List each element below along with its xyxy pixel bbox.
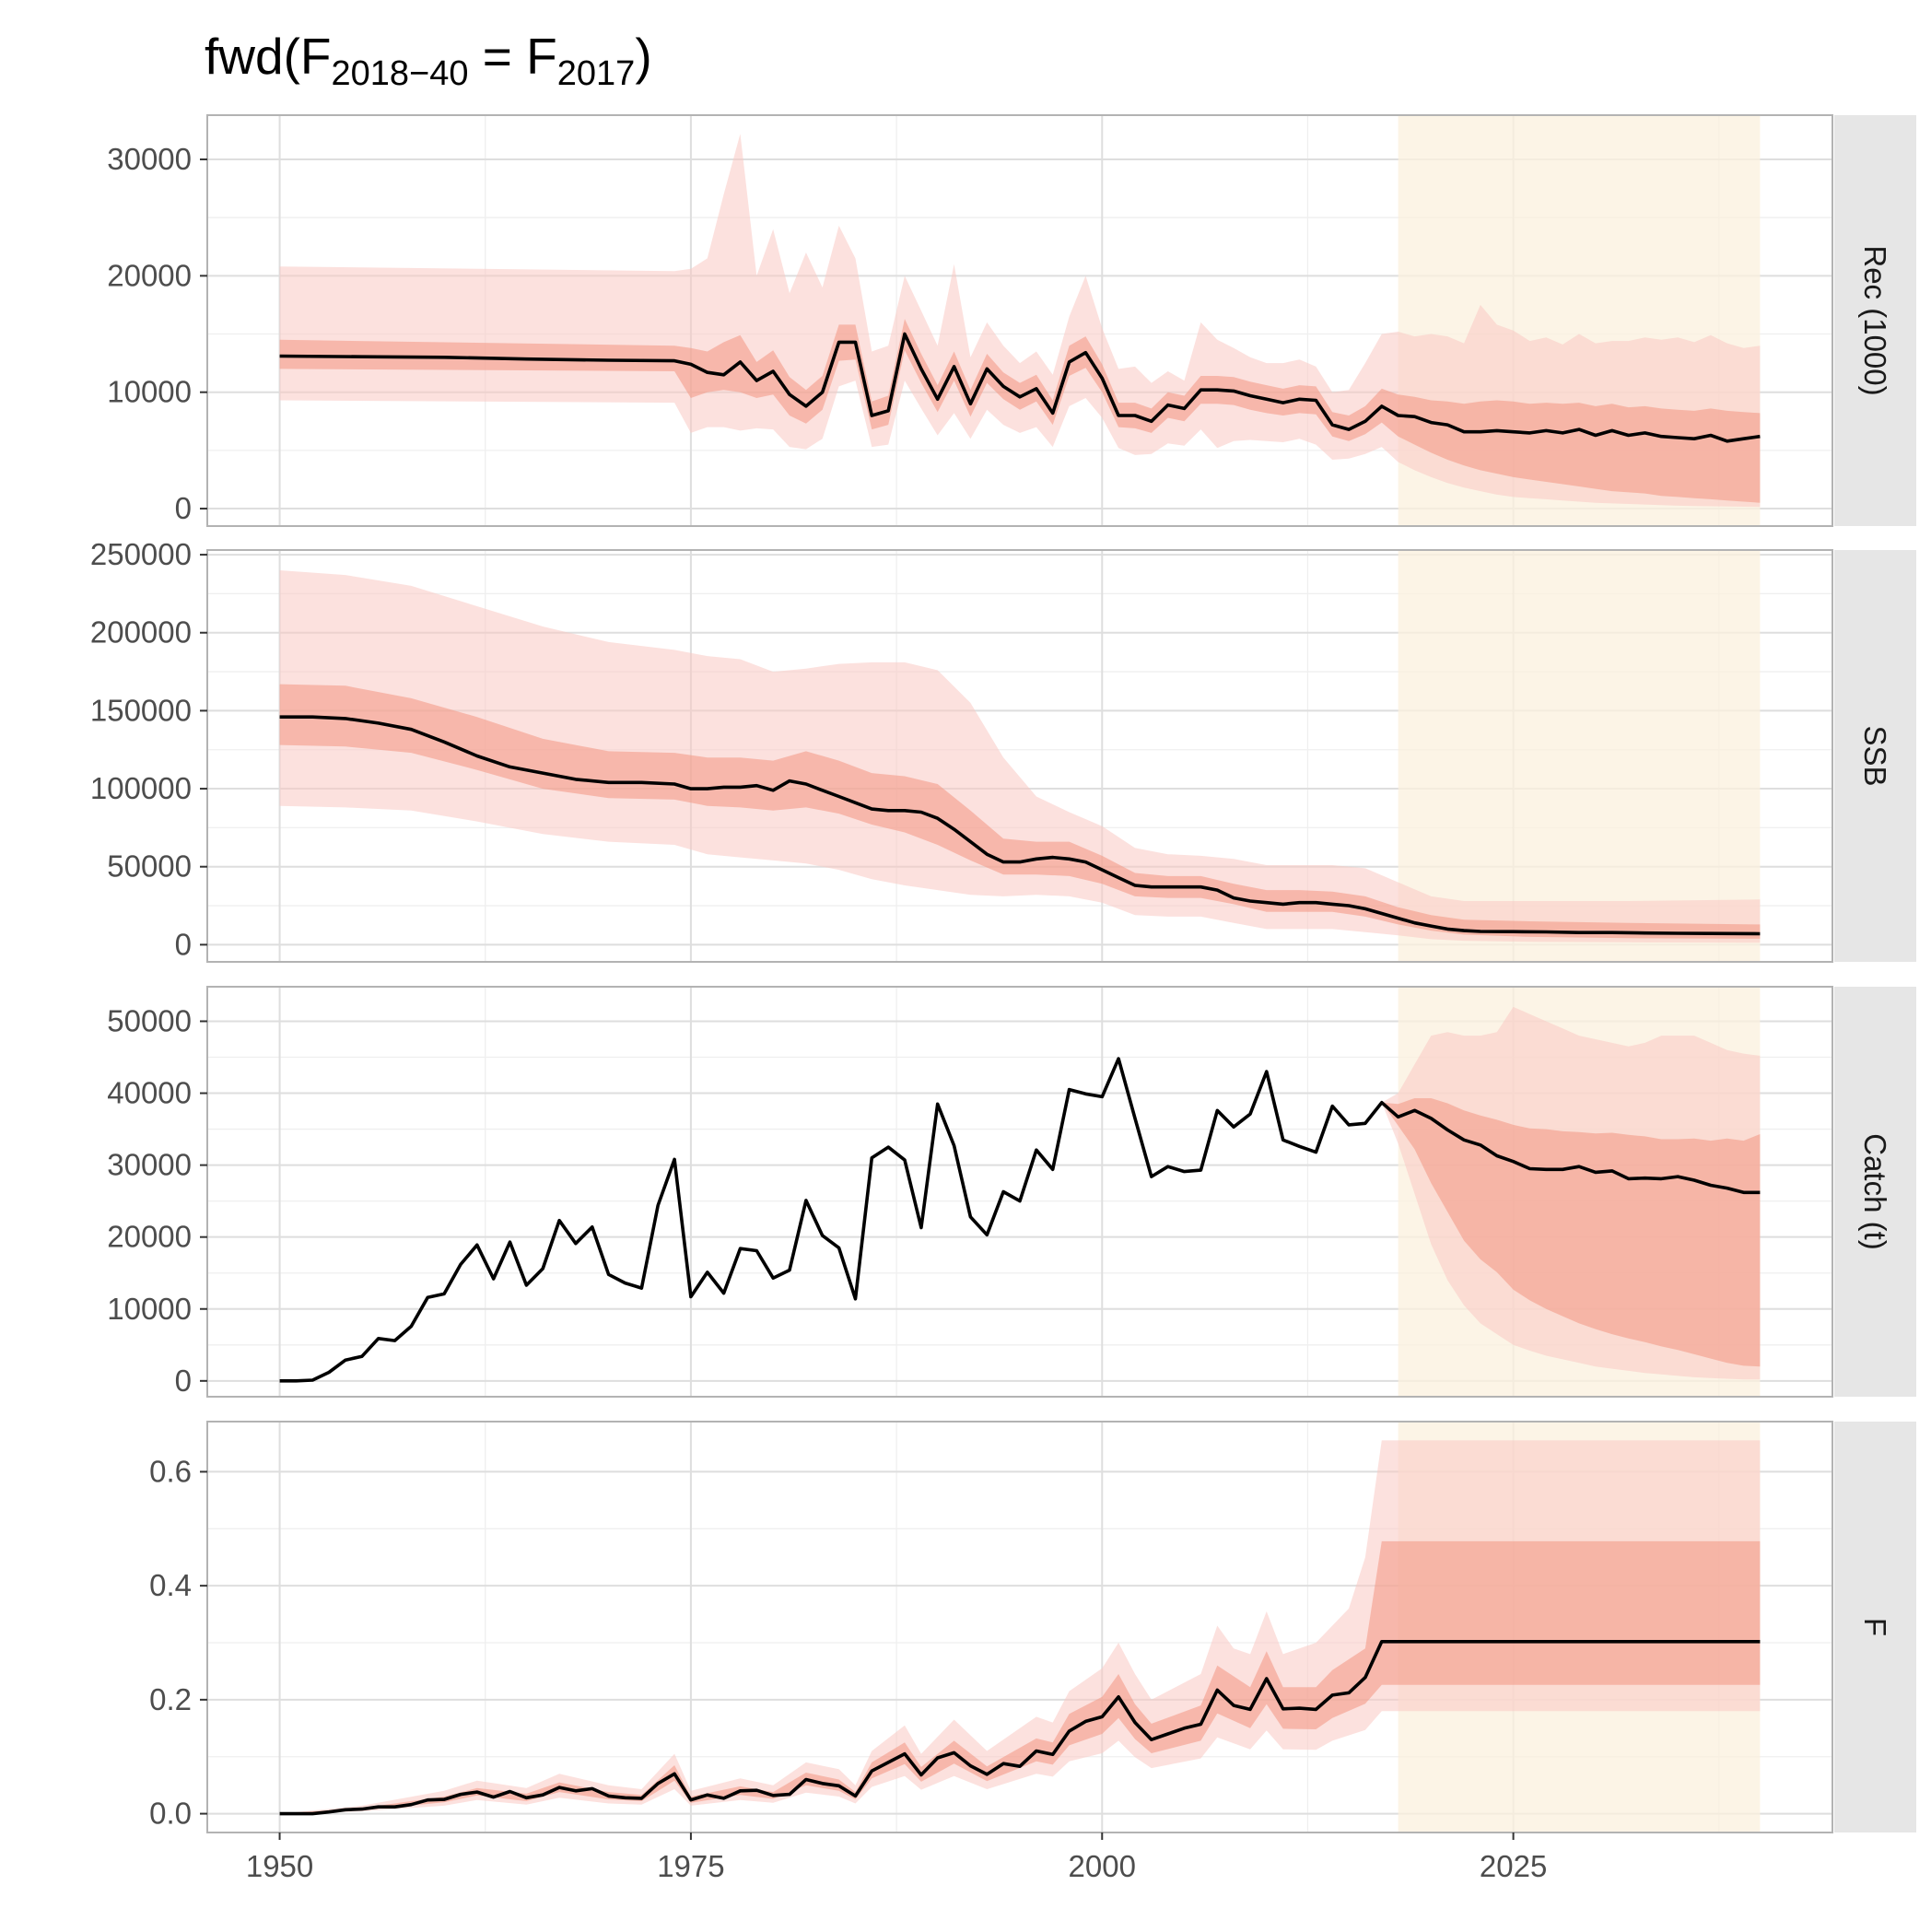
- y-tick-label: 250000: [90, 537, 192, 571]
- y-tick-label: 10000: [107, 375, 192, 409]
- y-tick-label: 50000: [107, 1003, 192, 1037]
- inner-quantile-ribbon: [279, 1540, 1761, 1814]
- panel-border: [206, 114, 1833, 527]
- x-tick-label: 1975: [657, 1849, 724, 1883]
- chart-title-subscript-2: 2017: [557, 54, 636, 93]
- outer-quantile-ribbon: [279, 1440, 1761, 1814]
- y-tick-label: 200000: [90, 615, 192, 650]
- y-tick-label: 50000: [107, 849, 192, 884]
- inner-quantile-ribbon: [279, 684, 1761, 939]
- y-tick-label: 0: [175, 491, 192, 525]
- panel-f: 0.0 0.2 0.4 0.6 F 1950 1975 2000 2025: [149, 1421, 1916, 1883]
- chart-title-subscript-1: 2018−40: [332, 54, 469, 93]
- y-tick-label: 10000: [107, 1292, 192, 1326]
- median-series-line: [279, 332, 1761, 443]
- x-tick-label: 2025: [1480, 1849, 1547, 1883]
- facet-strip: [1834, 1422, 1916, 1832]
- median-series-line: [279, 715, 1761, 936]
- chart-title-mid: = F: [469, 28, 557, 85]
- inner-quantile-ribbon: [279, 319, 1761, 503]
- projection-period-band: [1398, 550, 1761, 962]
- chart-title-prefix: fwd(F: [205, 28, 332, 85]
- panel-ssb: 0 50000 100000 150000 200000 250000 SSB: [90, 537, 1916, 963]
- inner-quantile-ribbon: [1381, 1098, 1761, 1367]
- y-tick-label: 150000: [90, 693, 192, 727]
- chart-title-suffix: ): [635, 28, 651, 85]
- panel-border: [206, 1421, 1833, 1833]
- y-tick-label: 20000: [107, 1220, 192, 1254]
- y-tick-label: 40000: [107, 1076, 192, 1110]
- chart-title: fwd(F2018−40 = F2017): [205, 28, 652, 93]
- outer-quantile-ribbon: [279, 570, 1761, 943]
- panel-catch-t: 0 10000 20000 30000 40000 50000 Catch (t): [107, 986, 1916, 1398]
- y-tick-label: 0.0: [149, 1797, 192, 1831]
- panel-rec-1000: 0 10000 20000 30000 Rec (1000): [107, 114, 1916, 527]
- y-tick-label: 0: [175, 1364, 192, 1398]
- y-tick-label: 20000: [107, 258, 192, 292]
- y-tick-label: 0.4: [149, 1568, 192, 1602]
- panel-border: [206, 986, 1833, 1398]
- y-tick-label: 0.6: [149, 1454, 192, 1488]
- x-tick-label: 2000: [1069, 1849, 1136, 1883]
- y-tick-label: 30000: [107, 1148, 192, 1182]
- facet-strip-label: SSB: [1858, 725, 1892, 786]
- median-series-line: [279, 1057, 1761, 1383]
- y-tick-label: 0: [175, 927, 192, 961]
- facet-strip-label: Rec (1000): [1858, 245, 1892, 395]
- facet-strip-label: F: [1858, 1618, 1892, 1636]
- facet-strip: [1834, 115, 1916, 526]
- y-tick-label: 100000: [90, 771, 192, 805]
- median-series-line: [279, 1640, 1761, 1816]
- x-tick-label: 1950: [246, 1849, 313, 1883]
- y-tick-label: 30000: [107, 142, 192, 176]
- facet-strip-label: Catch (t): [1858, 1133, 1892, 1250]
- panel-border: [206, 549, 1833, 963]
- facet-strip: [1834, 987, 1916, 1397]
- facet-strip: [1834, 550, 1916, 962]
- y-tick-label: 0.2: [149, 1682, 192, 1716]
